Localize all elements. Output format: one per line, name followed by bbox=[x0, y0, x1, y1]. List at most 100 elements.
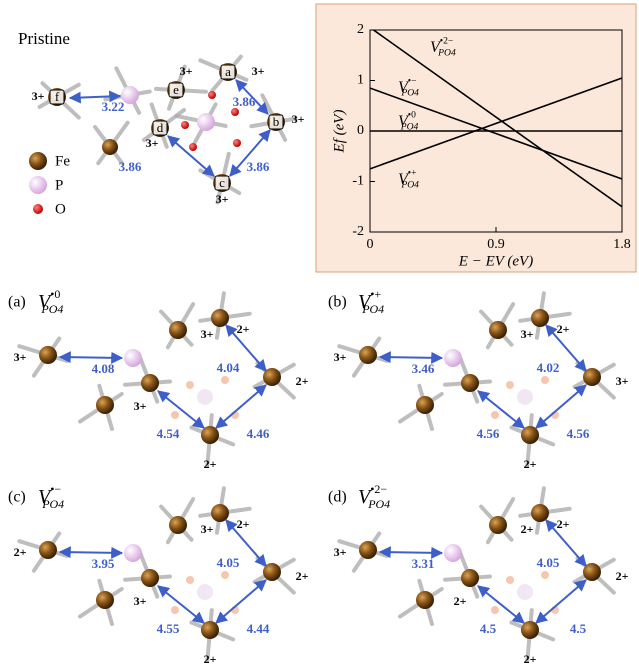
distance-label: 3.22 bbox=[102, 99, 125, 114]
y-tick-label: -2 bbox=[352, 224, 364, 239]
distance-label: 3.86 bbox=[233, 94, 256, 109]
fe-atom bbox=[169, 516, 187, 534]
charge-label: 3+ bbox=[292, 112, 305, 126]
fe-atom bbox=[489, 516, 507, 534]
fe-atom bbox=[96, 396, 114, 414]
charge-label: 2+ bbox=[237, 322, 250, 336]
charge-label: 3+ bbox=[134, 594, 147, 608]
charge-label: 3+ bbox=[334, 545, 347, 559]
fe-atom bbox=[359, 346, 377, 364]
vacancy-p bbox=[197, 389, 213, 405]
site-label: f bbox=[55, 89, 60, 104]
o-atom bbox=[208, 91, 216, 99]
charge-label: 3+ bbox=[216, 192, 229, 206]
o-atom bbox=[189, 143, 197, 151]
p-atom bbox=[29, 176, 47, 194]
distance-label: 4.55 bbox=[157, 621, 180, 636]
charge-label: 2+ bbox=[557, 517, 570, 531]
y-tick-label: 2 bbox=[357, 22, 364, 37]
fe-atom bbox=[39, 541, 57, 559]
site-label: c bbox=[219, 175, 225, 190]
distance-arrow bbox=[60, 357, 122, 358]
site-label: a bbox=[225, 64, 231, 79]
x-tick-label: 0 bbox=[367, 237, 374, 252]
distance-label: 3.95 bbox=[92, 556, 115, 571]
charge-label: 2+ bbox=[557, 322, 570, 336]
fe-atom bbox=[531, 309, 549, 327]
distance-label: 4.5 bbox=[570, 621, 587, 636]
defect-label: V•−PO4 bbox=[38, 482, 64, 511]
p-atom bbox=[444, 544, 462, 562]
series-label: V•+PO4 bbox=[398, 168, 419, 191]
fe-atom bbox=[169, 321, 187, 339]
panel-label: (a) bbox=[8, 294, 26, 311]
fe-atom bbox=[96, 591, 114, 609]
o-atom bbox=[33, 204, 43, 214]
charge-label: 2+ bbox=[454, 594, 467, 608]
p-atom bbox=[444, 349, 462, 367]
p-atom bbox=[197, 113, 215, 131]
distance-arrow bbox=[168, 136, 214, 176]
panel-label: (d) bbox=[328, 489, 347, 506]
vacancy-o bbox=[491, 411, 499, 419]
distance-arrow bbox=[536, 385, 586, 428]
vacancy-p bbox=[197, 584, 213, 600]
x-tick-label: 0.9 bbox=[487, 237, 505, 252]
charge-label: 3+ bbox=[134, 399, 147, 413]
distance-label: 3.86 bbox=[119, 159, 142, 174]
charge-label: 3+ bbox=[334, 350, 347, 364]
x-tick-label: 1.8 bbox=[613, 237, 631, 252]
vacancy-o bbox=[221, 571, 229, 579]
vacancy-o bbox=[186, 576, 194, 584]
vacancy-o bbox=[506, 576, 514, 584]
charge-label: 2+ bbox=[524, 652, 537, 666]
vacancy-p bbox=[517, 584, 533, 600]
charge-label: 2+ bbox=[204, 652, 217, 666]
vacancy-o bbox=[541, 376, 549, 384]
o-atom bbox=[231, 108, 239, 116]
distance-label: 3.86 bbox=[247, 159, 270, 174]
o-atom bbox=[233, 139, 241, 147]
distance-arrow bbox=[536, 580, 586, 623]
fe-atom bbox=[416, 591, 434, 609]
distance-label: 4.04 bbox=[217, 360, 240, 375]
charge-label: 3+ bbox=[521, 327, 534, 341]
vacancy-o bbox=[171, 606, 179, 614]
p-atom bbox=[124, 349, 142, 367]
series-label: V•−PO4 bbox=[398, 76, 419, 99]
fe-atom bbox=[102, 139, 118, 155]
charge-label: 2+ bbox=[296, 569, 309, 583]
charge-label: 2+ bbox=[521, 522, 534, 536]
fe-atom bbox=[461, 569, 479, 587]
distance-arrow bbox=[60, 552, 122, 553]
distance-arrow bbox=[216, 580, 266, 623]
fe-atom bbox=[29, 152, 47, 170]
fe-atom bbox=[141, 569, 159, 587]
y-tick-label: -1 bbox=[352, 174, 364, 189]
fe-atom bbox=[521, 426, 539, 444]
charge-label: 2+ bbox=[296, 374, 309, 388]
charge-label: 3+ bbox=[14, 350, 27, 364]
distance-arrow bbox=[380, 552, 442, 553]
y-tick-label: 0 bbox=[357, 123, 364, 138]
panel-title: Pristine bbox=[18, 29, 70, 48]
fe-atom bbox=[201, 426, 219, 444]
fe-atom bbox=[359, 541, 377, 559]
charge-label: 3+ bbox=[616, 374, 629, 388]
distance-label: 4.54 bbox=[157, 426, 180, 441]
fe-atom bbox=[416, 396, 434, 414]
charge-label: 3+ bbox=[201, 522, 214, 536]
distance-label: 4.56 bbox=[477, 426, 500, 441]
figure: -2-101200.91.8E − EV (eV)Ef (eV)V•2−PO4V… bbox=[0, 0, 639, 671]
fe-atom bbox=[39, 346, 57, 364]
fe-atom bbox=[461, 374, 479, 392]
charge-label: 3+ bbox=[252, 64, 265, 78]
vacancy-o bbox=[171, 411, 179, 419]
panel-label: (b) bbox=[328, 294, 347, 311]
distance-label: 4.08 bbox=[92, 361, 115, 376]
charge-label: 2+ bbox=[237, 517, 250, 531]
distance-label: 3.31 bbox=[412, 556, 435, 571]
distance-label: 4.05 bbox=[537, 555, 560, 570]
distance-label: 4.5 bbox=[480, 621, 497, 636]
charge-label: 2+ bbox=[524, 457, 537, 471]
